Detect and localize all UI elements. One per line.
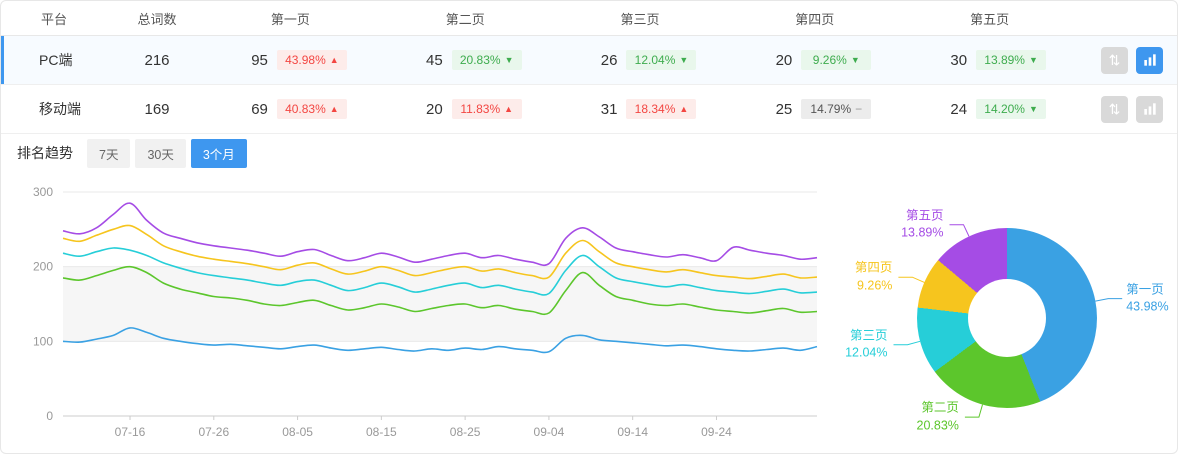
change-badge: 20.83% ▼ [451,50,522,70]
trend-arrow-icon: ▲ [329,103,339,114]
page-distribution-donut: 第一页 43.98% 第二页 20.83% 第三页 12.04% 第四页 9.26% 第五页 13… [831,172,1177,453]
page-count: 20 [426,100,443,118]
page-count: 45 [426,51,443,69]
tab-3-months[interactable]: 3个月 [190,138,247,168]
col-header-page1: 第一页 [270,11,310,27]
trend-section-header: 排名趋势 7天 30天 3个月 [1,134,1177,172]
change-badge: 18.34% ▲ [626,99,697,119]
tab-7-days[interactable]: 7天 [87,138,131,168]
change-badge: 40.83% ▲ [276,99,347,119]
pie-slice-label: 第三页 12.04% [845,328,888,360]
page-count: 26 [600,51,618,69]
page-count: 24 [950,100,968,118]
svg-text:100: 100 [33,334,53,348]
sort-arrows-icon: ⇅ [1108,101,1121,117]
page-count: 69 [251,100,268,118]
svg-text:300: 300 [33,185,53,199]
total-words: 216 [144,51,170,69]
trend-chart-button[interactable] [1136,95,1163,123]
sort-button[interactable]: ⇅ [1101,46,1128,74]
trend-arrow-icon: − [855,102,863,116]
col-header-page2: 第二页 [445,11,485,27]
pie-slice-label: 第四页 9.26% [854,260,893,293]
svg-text:08-05: 08-05 [282,425,313,439]
page1-cell: 95 43.98% ▲ [203,50,378,70]
change-badge: 9.26% ▼ [801,50,872,70]
charts-area: 0 100 200 300 07-16 07-26 08-05 08-15 08-25 09-04… [1,172,1177,453]
svg-text:09-14: 09-14 [617,425,648,439]
trend-section-title: 排名趋势 [17,145,73,161]
svg-text:07-16: 07-16 [115,425,146,439]
trend-chart-button[interactable] [1136,46,1163,74]
trend-arrow-icon: ▼ [850,54,860,65]
platform-name: 移动端 [39,101,81,117]
bar-chart-icon [1143,103,1156,115]
trend-arrow-icon: ▼ [679,54,689,65]
trend-arrow-icon: ▲ [329,54,339,65]
table-header-row: 平台 总词数 第一页 第二页 第三页 第四页 第五页 [1,1,1177,36]
change-badge: 43.98% ▲ [276,50,347,70]
table-row-pc[interactable]: PC端 216 95 43.98% ▲ 45 20.83% ▼ 26 12.04% ▼… [1,36,1177,85]
svg-text:09-04: 09-04 [534,425,565,439]
page3-cell: 31 18.34% ▲ [553,99,728,119]
line-chart-svg: 0 100 200 300 07-16 07-26 08-05 08-15 08-25 09-04… [33,185,818,439]
svg-text:07-26: 07-26 [198,425,229,439]
page3-cell: 26 12.04% ▼ [553,50,728,70]
total-words: 169 [144,100,170,118]
rank-table: 平台 总词数 第一页 第二页 第三页 第四页 第五页 PC端 216 95 43… [1,1,1177,134]
row-actions: ⇅ [1077,46,1177,74]
svg-text:09-24: 09-24 [701,425,732,439]
trend-arrow-icon: ▼ [1028,54,1038,65]
trend-line-chart: 0 100 200 300 07-16 07-26 08-05 08-15 08-25 09-04… [1,172,831,453]
platform-name: PC端 [39,52,73,68]
sort-button[interactable]: ⇅ [1101,95,1128,123]
change-badge: 14.20% ▼ [976,99,1047,119]
change-badge: 11.83% ▲ [451,99,522,119]
change-badge: 14.79% − [801,99,872,119]
page4-cell: 25 14.79% − [727,99,902,119]
sort-arrows-icon: ⇅ [1108,52,1121,68]
page1-cell: 69 40.83% ▲ [203,99,378,119]
page2-cell: 20 11.83% ▲ [378,99,553,119]
trend-range-tabs: 7天 30天 3个月 [87,138,247,168]
page-count: 20 [775,51,793,69]
page5-cell: 24 14.20% ▼ [902,99,1077,119]
row-actions: ⇅ [1077,95,1177,123]
trend-arrow-icon: ▼ [504,54,514,65]
svg-text:08-15: 08-15 [366,425,397,439]
donut-hole [968,279,1046,357]
svg-text:08-25: 08-25 [450,425,481,439]
svg-text:200: 200 [33,260,53,274]
table-row-mobile[interactable]: 移动端 169 69 40.83% ▲ 20 11.83% ▲ 31 18.34% ▲… [1,85,1177,134]
trend-arrow-icon: ▲ [504,103,514,114]
pie-slice-label: 第二页 20.83% [916,400,959,433]
page2-cell: 45 20.83% ▼ [378,50,553,70]
col-header-page5: 第五页 [970,11,1010,27]
page-count: 25 [775,100,793,118]
page5-cell: 30 13.89% ▼ [902,50,1077,70]
col-header-total: 总词数 [137,11,177,27]
trend-arrow-icon: ▲ [679,103,689,114]
col-header-page3: 第三页 [620,11,660,27]
trend-arrow-icon: ▼ [1028,103,1038,114]
change-badge: 12.04% ▼ [626,50,697,70]
svg-text:0: 0 [46,409,53,423]
page-count: 95 [251,51,268,69]
page4-cell: 20 9.26% ▼ [727,50,902,70]
tab-30-days[interactable]: 30天 [135,138,186,168]
page-count: 30 [950,51,968,69]
page-count: 31 [600,100,618,118]
change-badge: 13.89% ▼ [976,50,1047,70]
donut-leader-lines [893,224,1123,418]
col-header-page4: 第四页 [795,11,835,27]
pie-slice-label: 第五页 13.89% [901,208,944,240]
pie-slice-label: 第一页 43.98% [1126,282,1169,314]
bar-chart-icon [1143,54,1156,66]
col-header-platform: 平台 [41,11,68,27]
